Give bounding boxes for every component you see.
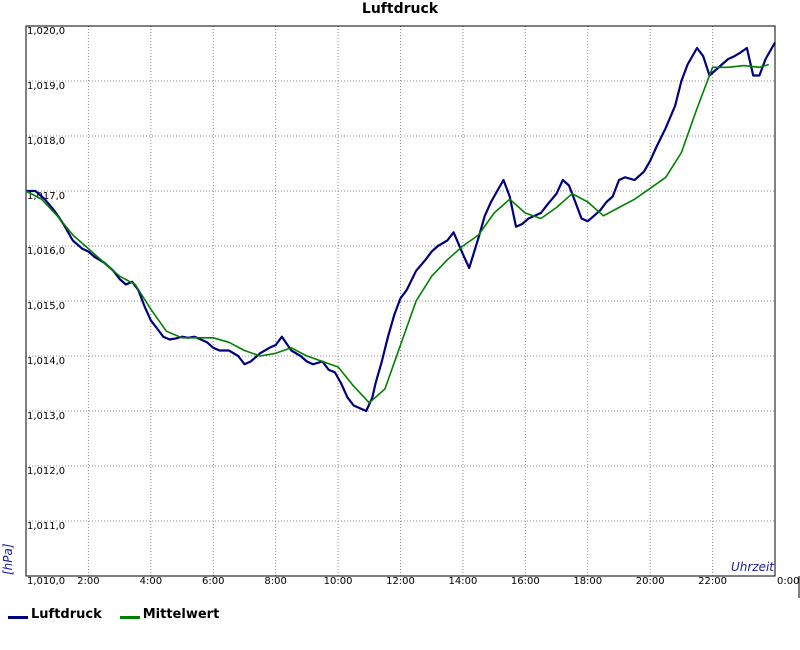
series-line-mittelwert	[25, 63, 770, 404]
y-tick-label: 1,014,0	[27, 356, 65, 367]
y-tick-label: 1,011,0	[27, 521, 65, 532]
y-axis: 1,010,0 1,011,0 1,012,0 1,013,0 1,014,0 1,015…	[27, 26, 65, 587]
series-line-luftdruck	[26, 41, 776, 413]
legend-label-mittelwert: Mittelwert	[142, 607, 220, 622]
y-tick-label: 1,018,0	[27, 136, 65, 147]
y-tick-label: 1,013,0	[27, 411, 65, 422]
x-tick-label: 0:00	[777, 576, 799, 587]
x-tick-label: 16:00	[511, 576, 540, 587]
y-axis-label: [hPa]	[1, 543, 15, 575]
legend-swatch-mittelwert	[119, 616, 140, 619]
x-tick-label: 2:00	[77, 576, 99, 587]
x-tick-label: 20:00	[636, 576, 665, 587]
series-layer	[25, 41, 776, 413]
x-tick-label: 4:00	[140, 576, 162, 587]
chart-title: Luftdruck	[362, 1, 439, 17]
legend-swatch-luftdruck	[8, 616, 28, 619]
y-tick-label: 1,020,0	[27, 26, 65, 37]
x-tick-label: 22:00	[698, 576, 727, 587]
y-tick-label: 1,015,0	[27, 301, 65, 312]
legend-item-mittelwert: Mittelwert	[119, 607, 220, 622]
x-tick-label: 14:00	[449, 576, 478, 587]
x-tick-label: 6:00	[202, 576, 224, 587]
legend: Luftdruck Mittelwert	[8, 607, 237, 622]
y-tick-label: 1,010,0	[27, 576, 65, 587]
y-tick-label: 1,019,0	[27, 81, 65, 92]
y-tick-label: 1,016,0	[27, 246, 65, 257]
x-tick-label: 8:00	[264, 576, 286, 587]
legend-item-luftdruck: Luftdruck	[8, 607, 102, 622]
x-axis-label: Uhrzeit	[731, 560, 775, 574]
x-axis: 2:00 4:00 6:00 8:00 10:00 12:00 14:00 16:00 18:0…	[77, 576, 800, 598]
x-tick-label: 18:00	[573, 576, 602, 587]
y-tick-label: 1,017,0	[27, 191, 65, 202]
legend-label-luftdruck: Luftdruck	[31, 607, 102, 622]
plot-area	[25, 25, 776, 577]
x-tick-label: 10:00	[324, 576, 353, 587]
y-tick-label: 1,012,0	[27, 466, 65, 477]
x-tick-label: 12:00	[386, 576, 415, 587]
